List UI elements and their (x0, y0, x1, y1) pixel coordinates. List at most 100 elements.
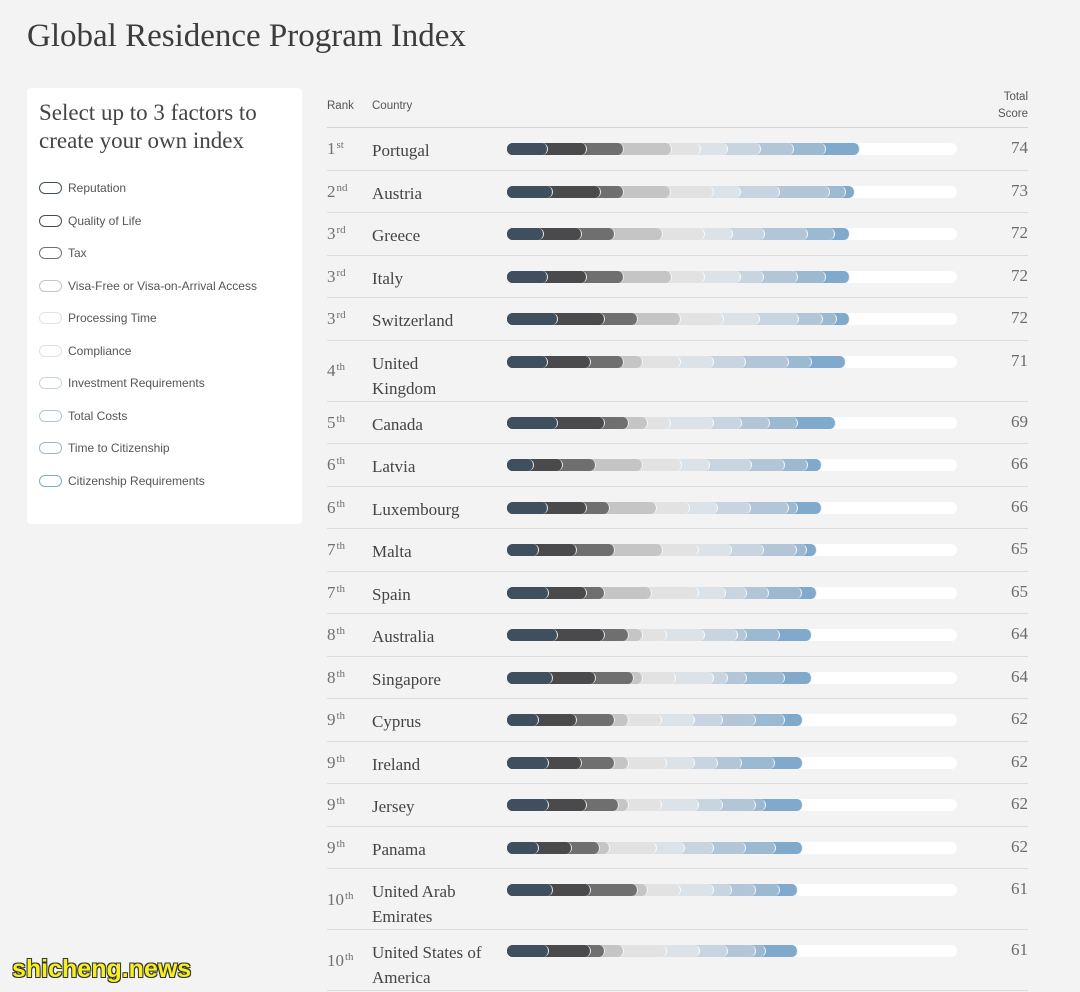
table-row: 7th Spain 65 (327, 572, 1028, 614)
table-body: 1st Portugal 74 2nd Austria 73 3rd Greece 72 3rd I… (327, 128, 1028, 991)
factor-label: Investment Requirements (68, 376, 205, 391)
factor-option-citizenship-requirements[interactable]: Citizenship Requirements (39, 465, 294, 498)
bar-segment-reputation (507, 416, 559, 429)
factor-option-investment-requirements[interactable]: Investment Requirements (39, 367, 294, 400)
bar-segment-reputation (507, 841, 539, 854)
column-header-country: Country (372, 100, 413, 112)
country-cell: Luxembourg (372, 487, 507, 529)
table-row: 4th United Kingdom 71 (327, 341, 1028, 402)
rank: 7th (327, 537, 345, 562)
bar-segment-reputation (507, 185, 553, 198)
bar-cell (507, 341, 957, 401)
country-name: Malta (372, 542, 412, 561)
rank-suffix: th (336, 795, 346, 808)
table-row: 9th Ireland 62 (327, 742, 1028, 784)
factor-label: Tax (68, 246, 87, 261)
total-score: 72 (1011, 223, 1028, 242)
column-header-total-score: Total Score (997, 91, 1028, 120)
country-name: United Kingdom (372, 353, 437, 398)
factor-option-total-costs[interactable]: Total Costs (39, 400, 294, 433)
rank: 6th (327, 495, 345, 520)
rank: 9th (327, 750, 345, 775)
rank-suffix: th (336, 582, 346, 595)
rank: 10th (327, 948, 354, 973)
factor-toggle[interactable] (39, 409, 62, 422)
rank-cell: 9th (327, 742, 372, 784)
factor-label: Reputation (68, 181, 127, 196)
factor-option-visa-free-or-visa-on-arrival-access[interactable]: Visa-Free or Visa-on-Arrival Access (39, 270, 294, 303)
rank-suffix: th (336, 752, 346, 765)
factor-option-reputation[interactable]: Reputation (39, 172, 294, 205)
factor-toggle[interactable] (39, 247, 62, 260)
country-name: Greece (372, 226, 421, 245)
country-name: Latvia (372, 457, 416, 476)
bar-cell (507, 784, 957, 826)
total-score: 62 (1011, 836, 1028, 856)
score-bar (507, 501, 957, 514)
bar-cell (507, 171, 957, 213)
rank: 6th (327, 452, 345, 477)
bar-segment-reputation (507, 143, 549, 155)
column-header-total-score-cell: Total Score (957, 89, 1028, 123)
rank-cell: 1st (327, 128, 372, 170)
total-score: 66 (1011, 496, 1028, 516)
rank-cell: 10th (327, 930, 372, 990)
table-row: 7th Malta 65 (327, 529, 1028, 572)
total-score: 61 (1011, 879, 1028, 898)
country-cell: United Kingdom (372, 341, 507, 401)
total-score: 69 (1011, 411, 1028, 431)
bar-segment-reputation (507, 884, 553, 896)
factor-panel: Select up to 3 factors to create your ow… (27, 88, 302, 524)
page-title: Global Residence Program Index (27, 18, 466, 54)
factor-toggle[interactable] (39, 312, 62, 325)
factor-label: Processing Time (68, 311, 157, 326)
bar-segment-reputation (507, 501, 549, 514)
score-bar (507, 416, 957, 429)
factor-toggle[interactable] (39, 182, 62, 195)
factor-option-compliance[interactable]: Compliance (39, 335, 294, 368)
country-name: Luxembourg (372, 499, 460, 519)
watermark: shicheng.news (12, 955, 192, 983)
bar-cell (507, 256, 957, 298)
rank-suffix: th (345, 889, 354, 902)
bar-segment-reputation (507, 671, 553, 684)
factor-option-processing-time[interactable]: Processing Time (39, 302, 294, 335)
country-name: Canada (372, 414, 423, 434)
rank: 3rd (327, 264, 346, 289)
bar-segment-reputation (507, 313, 559, 325)
factor-option-quality-of-life[interactable]: Quality of Life (39, 205, 294, 238)
rank: 9th (327, 835, 345, 860)
ranking-table: Rank Country Total Score 1st Portugal 74 2n… (327, 85, 1028, 991)
rank-label: 6 (327, 455, 336, 475)
bar-cell (507, 742, 957, 784)
rank: 2nd (327, 179, 348, 204)
factor-toggle[interactable] (39, 474, 62, 487)
rank-label: 4 (327, 361, 336, 380)
rank: 9th (327, 707, 345, 732)
factor-toggle[interactable] (39, 214, 62, 227)
rank-cell: 9th (327, 784, 372, 826)
score-bar (507, 799, 957, 811)
bar-segment-reputation (507, 228, 545, 240)
table-row: 9th Cyprus 62 (327, 699, 1028, 742)
bar-segment-reputation (507, 270, 549, 283)
factor-option-tax[interactable]: Tax (39, 237, 294, 270)
factor-toggle[interactable] (39, 279, 62, 292)
bar-segment-reputation (507, 756, 549, 769)
total-score: 73 (1011, 180, 1028, 200)
country-cell: Singapore (372, 657, 507, 699)
total-score: 61 (1011, 940, 1028, 959)
score-bar (507, 841, 957, 854)
factor-toggle[interactable] (39, 377, 62, 390)
bar-segment-reputation (507, 714, 539, 726)
country-cell: Spain (372, 572, 507, 614)
rank-suffix: th (336, 667, 346, 680)
factor-toggle[interactable] (39, 442, 62, 455)
country-cell: United States of America (372, 930, 507, 990)
country-name: Panama (372, 839, 426, 859)
factor-option-time-to-citizenship[interactable]: Time to Citizenship (39, 432, 294, 465)
factor-toggle[interactable] (39, 344, 62, 357)
total-score: 66 (1011, 454, 1028, 473)
country-name: United Arab Emirates (372, 882, 456, 926)
country-cell: Switzerland (372, 298, 507, 340)
